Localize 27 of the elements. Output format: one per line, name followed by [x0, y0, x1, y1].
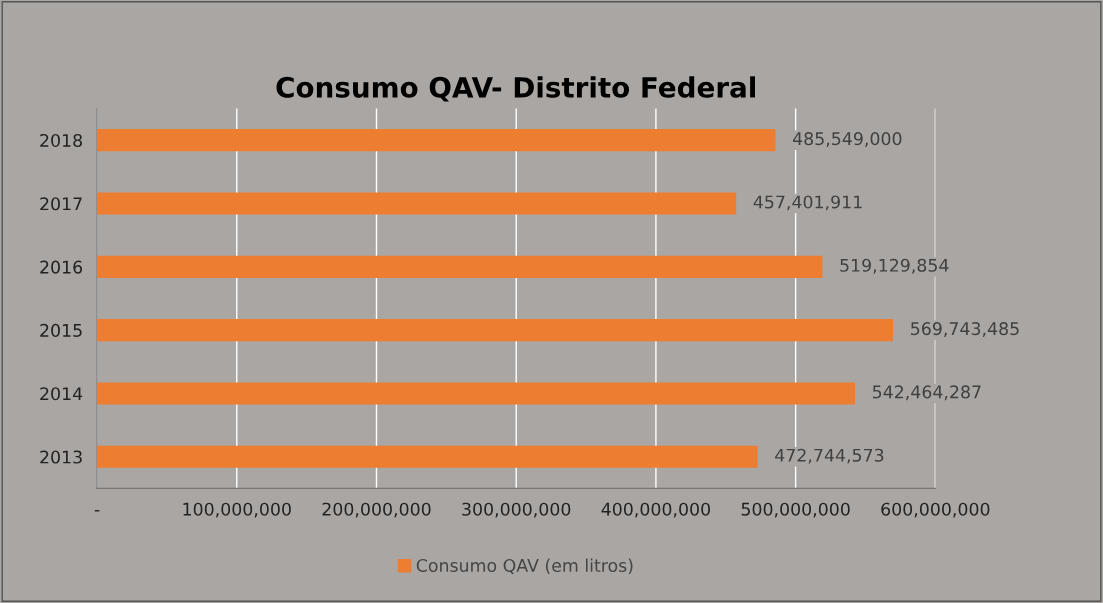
data-label: 542,464,287 — [872, 385, 981, 401]
y-tick-label: 2015 — [40, 323, 82, 337]
y-tick-label: 2018 — [40, 133, 82, 148]
y-tick-label: 2017 — [40, 197, 82, 211]
x-tick-label: 400,000,000 — [601, 502, 710, 518]
x-tick-label: 300,000,000 — [462, 502, 571, 518]
bar — [97, 319, 894, 342]
legend-label: Consumo QAV (em litros) — [416, 558, 633, 575]
data-label: 569,743,485 — [911, 322, 1019, 337]
bar — [97, 445, 758, 468]
chart-title: Consumo QAV- Distrito Federal — [276, 76, 755, 102]
bar — [97, 382, 855, 405]
y-tick-label: 2014 — [40, 387, 83, 401]
x-tick-label: 600,000,000 — [881, 502, 990, 518]
data-label: 472,744,573 — [775, 448, 884, 464]
y-tick-label: 2016 — [40, 260, 83, 274]
data-label: 485,549,000 — [792, 132, 902, 148]
y-tick-label: 2013 — [40, 450, 82, 464]
bar — [97, 192, 737, 215]
data-label: 457,401,911 — [753, 195, 862, 211]
x-tick-label: 500,000,000 — [741, 502, 850, 518]
bar — [97, 129, 776, 152]
x-tick-label: 100,000,000 — [183, 502, 291, 518]
x-tick-label: 200,000,000 — [322, 502, 431, 518]
x-tick-label: - — [94, 510, 100, 512]
bar — [97, 255, 823, 278]
data-label: 519,129,854 — [840, 258, 949, 274]
